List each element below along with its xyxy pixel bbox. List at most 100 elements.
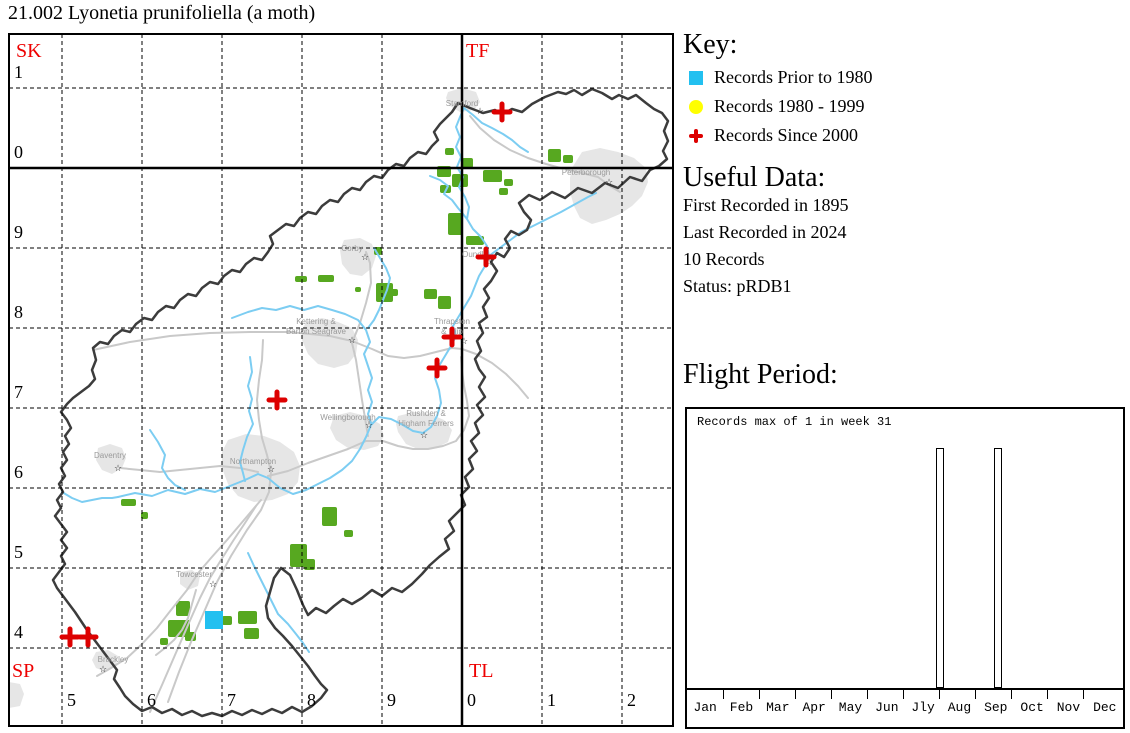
grid-row-number: 5 (14, 542, 23, 562)
useful-data-heading: Useful Data: (683, 162, 826, 193)
red-cross-icon (689, 128, 703, 143)
month-label: Aug (947, 700, 972, 715)
month-tick (831, 690, 832, 699)
road-a47 (469, 115, 621, 193)
legend-label: Records Since 2000 (714, 125, 858, 146)
grid-col-number: 8 (307, 690, 316, 710)
month-tick (975, 690, 976, 699)
town-label: Peterborough (562, 168, 610, 177)
useful-data-section: Useful Data: First Recorded in 1895 Last… (683, 163, 848, 300)
woodland-patch (504, 179, 513, 186)
road-corby-link (351, 251, 372, 344)
road-kettering-south (351, 342, 369, 437)
town-star-icon: ☆ (267, 465, 275, 475)
key-section: Key: Records Prior to 1980 Records 1980 … (683, 30, 872, 146)
month-tick (1083, 690, 1084, 699)
month-label: Apr (802, 700, 826, 715)
town-star-icon: ☆ (365, 421, 373, 431)
woodland-patch (376, 283, 393, 302)
chart-x-axis (687, 688, 1123, 690)
woodland-patch (563, 155, 573, 163)
woodland-patch (424, 289, 437, 299)
town-label: Wellingborough (320, 413, 375, 422)
urban-edge-sw (9, 682, 24, 708)
road-a5 (149, 505, 257, 713)
month-label: Dec (1093, 700, 1117, 715)
urban-daventry (96, 444, 126, 474)
town-label: Brackley (98, 655, 129, 664)
grid-layer (9, 34, 673, 726)
town-label: Higham Ferrers (398, 419, 454, 428)
legend-label: Records Prior to 1980 (714, 67, 873, 88)
road-a43-south (96, 499, 262, 677)
status-line: Status: pRDB1 (683, 276, 792, 297)
month-label: Nov (1056, 700, 1081, 715)
woodland-patch (295, 276, 307, 282)
last-recorded-line: Last Recorded in 2024 (683, 222, 847, 243)
urban-brackley (92, 650, 118, 672)
month-tick (867, 690, 868, 699)
town-star-icon: ☆ (114, 464, 122, 474)
month-tick (939, 690, 940, 699)
woodland-patch (466, 236, 484, 245)
distribution-map: Stamford ☆ Peterborough ☆ Corby ☆ Oundle ☆ Thrap… (8, 33, 674, 727)
town-star-icon: ☆ (485, 258, 493, 268)
legend-item-prior-1980: Records Prior to 1980 (689, 67, 872, 88)
record-cross-since-2000 (491, 101, 513, 123)
town-label: Thrapston (434, 317, 470, 326)
road-m1 (167, 339, 272, 703)
town-label: Kettering & (296, 317, 336, 326)
woodland-patch (462, 158, 473, 168)
month-tick (903, 690, 904, 699)
grid-row-number: 9 (14, 222, 23, 242)
grid-row-number: 4 (14, 622, 23, 642)
town-star-icon: ☆ (209, 580, 217, 590)
grid-letter-sk: SK (16, 40, 42, 62)
grid-col-number: 1 (547, 690, 556, 710)
flight-period-chart: Records max of 1 in week 31 Jan Feb Mar Apr… (685, 407, 1125, 729)
woodland-patch (438, 296, 451, 309)
month-tick (1011, 690, 1012, 699)
chart-note: Records max of 1 in week 31 (697, 415, 892, 429)
grid-letter-sp: SP (12, 660, 34, 682)
grid-col-number: 2 (627, 690, 636, 710)
legend-item-1980-1999: Records 1980 - 1999 (689, 96, 872, 117)
record-cross-since-2000 (59, 626, 81, 648)
first-recorded-line: First Recorded in 1895 (683, 195, 849, 216)
woodland-patch (385, 289, 398, 296)
flight-period-heading: Flight Period: (683, 359, 838, 390)
month-tick (1047, 690, 1048, 699)
map-svg: Stamford☆Peterborough☆Corby☆ Oundle☆Thrap… (8, 33, 674, 727)
town-star-icon: ☆ (99, 665, 107, 675)
woodland-patch (141, 512, 148, 519)
grid-row-number: 0 (14, 142, 23, 162)
county-boundary (51, 87, 670, 718)
month-label: May (838, 700, 863, 715)
grid-row-number: 1 (14, 62, 23, 82)
town-label: Stamford (446, 99, 478, 108)
river-west-arm (61, 491, 119, 503)
month-label: Jan (693, 700, 717, 715)
town-star-icon: ☆ (420, 431, 428, 441)
month-label: Jly (911, 700, 935, 715)
river-brampton-arm (239, 356, 254, 482)
town-labels-layer: Stamford☆Peterborough☆Corby☆ Oundle☆Thrap… (94, 99, 613, 675)
flight-week-bar (994, 448, 1003, 688)
record-count-line: 10 Records (683, 249, 765, 270)
grid-letter-tl: TL (469, 660, 493, 682)
town-star-icon: ☆ (476, 107, 484, 117)
woodland-patch (452, 174, 468, 187)
chart-month-labels: Jan Feb Mar Apr May Jun Jly Aug Sep Oct Nov Dec (687, 700, 1123, 715)
river-welland-stamford (463, 107, 529, 153)
woodland-patch (176, 601, 190, 616)
key-heading: Key: (683, 29, 738, 60)
road-a45 (267, 356, 470, 477)
grid-letter-tf: TF (466, 40, 489, 62)
woodland-patch (121, 499, 136, 506)
woodland-patch (322, 507, 337, 526)
grid-col-number: 7 (227, 690, 236, 710)
record-cross-since-2000 (441, 326, 463, 348)
woodland-patch (499, 188, 508, 195)
